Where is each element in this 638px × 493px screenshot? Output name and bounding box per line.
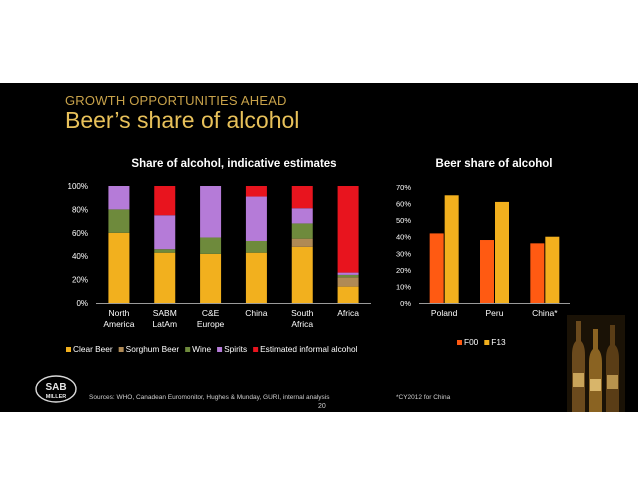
y-tick-label: 50%: [396, 216, 411, 225]
y-tick-label: 70%: [396, 183, 411, 192]
x-tick-label: China*: [532, 308, 558, 318]
bar-f13: [545, 236, 560, 303]
bar-segment-spirits: [200, 186, 222, 238]
legend-swatch-spirits: [217, 347, 223, 352]
y-tick-label: 30%: [396, 249, 411, 258]
legend-label-sorghum-beer: Sorghum Beer: [126, 344, 180, 354]
legend-swatch-f00: [457, 340, 462, 345]
legend-label-wine: Wine: [192, 344, 211, 354]
x-tick-label: Peru: [486, 308, 504, 318]
x-tick-label: LatAm: [152, 319, 177, 329]
bar-segment-clear-beer: [245, 252, 267, 303]
y-tick-label: 40%: [72, 252, 88, 261]
x-tick-label: SABM: [153, 308, 177, 318]
left-chart-title: Share of alcohol, indicative estimates: [131, 158, 336, 170]
decorative-bottles-image: [567, 315, 625, 412]
bar-segment-estimated-informal-alcohol: [291, 186, 313, 209]
x-tick-label: Africa: [337, 308, 359, 318]
charts-canvas: Share of alcohol, indicative estimates B…: [66, 158, 570, 354]
bar-f00: [530, 243, 545, 303]
legend-swatch-wine: [185, 347, 191, 352]
x-tick-label: America: [103, 319, 134, 329]
bar-segment-estimated-informal-alcohol: [337, 186, 359, 273]
bar-segment-spirits: [245, 196, 267, 241]
legend-swatch-sorghum-beer: [118, 347, 124, 352]
page-number: 20: [318, 403, 326, 410]
bar-segment-clear-beer: [108, 232, 130, 303]
legend-label-f13: F13: [491, 337, 506, 347]
bar-segment-wine: [200, 237, 222, 254]
bar-segment-spirits: [108, 186, 130, 210]
legend-swatch-estimated-informal-alcohol: [253, 347, 259, 352]
y-tick-label: 10%: [396, 282, 411, 291]
bar-f00: [480, 240, 494, 303]
y-tick-label: 0%: [76, 299, 88, 308]
right-chart-title: Beer share of alcohol: [436, 158, 553, 170]
legend-swatch-f13: [484, 340, 490, 345]
bar-segment-clear-beer: [200, 253, 222, 303]
bar-f13: [495, 201, 509, 303]
legend-label-f00: F00: [464, 337, 479, 347]
bar-segment-estimated-informal-alcohol: [245, 186, 267, 197]
section-kicker: GROWTH OPPORTUNITIES AHEAD: [65, 93, 287, 108]
x-tick-label: Africa: [291, 319, 313, 329]
legend-label-spirits: Spirits: [224, 344, 247, 354]
x-tick-label: North: [109, 308, 130, 318]
bar-segment-wine: [154, 249, 176, 253]
logo-text-miller: MILLER: [46, 394, 66, 400]
bar-segment-sorghum-beer: [337, 277, 359, 287]
bar-segment-wine: [291, 223, 313, 239]
legend-label-estimated-informal-alcohol: Estimated informal alcohol: [260, 344, 357, 354]
y-tick-label: 80%: [72, 205, 88, 214]
y-tick-label: 20%: [396, 266, 411, 275]
bar-f13: [444, 195, 459, 303]
bar-segment-spirits: [154, 215, 176, 250]
right-grouped-bar-chart: 0% 10% 20% 30% 40% 50% 60% 70% Poland Peru China* F…: [396, 183, 570, 347]
bar-segment-spirits: [337, 272, 359, 275]
bar-segment-spirits: [291, 208, 313, 224]
source-note: Sources: WHO, Canadean Euromonitor, Hugh…: [89, 394, 330, 401]
bar-segment-wine: [245, 240, 267, 253]
y-tick-label: 60%: [72, 229, 88, 238]
legend-label-clear-beer: Clear Beer: [73, 344, 113, 354]
bar-f00: [429, 233, 444, 303]
x-tick-label: Poland: [431, 308, 458, 318]
bar-segment-sorghum-beer: [291, 238, 313, 247]
y-tick-label: 0%: [400, 299, 411, 308]
x-tick-label: Europe: [197, 319, 225, 329]
y-tick-label: 20%: [72, 276, 88, 285]
y-tick-label: 40%: [396, 233, 411, 242]
china-footnote: *CY2012 for China: [396, 394, 451, 401]
bar-segment-clear-beer: [337, 286, 359, 303]
bar-segment-clear-beer: [291, 246, 313, 303]
slide: GROWTH OPPORTUNITIES AHEAD Beer’s share …: [0, 83, 638, 412]
x-tick-label: C&E: [202, 308, 220, 318]
sab-miller-logo: SAB MILLER: [35, 375, 77, 403]
y-tick-label: 60%: [396, 200, 411, 209]
y-tick-label: 100%: [68, 182, 88, 191]
bar-segment-wine: [337, 274, 359, 278]
bar-segment-clear-beer: [154, 252, 176, 303]
bar-segment-wine: [108, 209, 130, 233]
x-tick-label: South: [291, 308, 313, 318]
slide-title: Beer’s share of alcohol: [65, 107, 300, 133]
legend-swatch-clear-beer: [66, 347, 71, 352]
x-tick-label: China: [245, 308, 267, 318]
bar-segment-estimated-informal-alcohol: [154, 186, 176, 216]
logo-text-sab: SAB: [45, 382, 66, 393]
